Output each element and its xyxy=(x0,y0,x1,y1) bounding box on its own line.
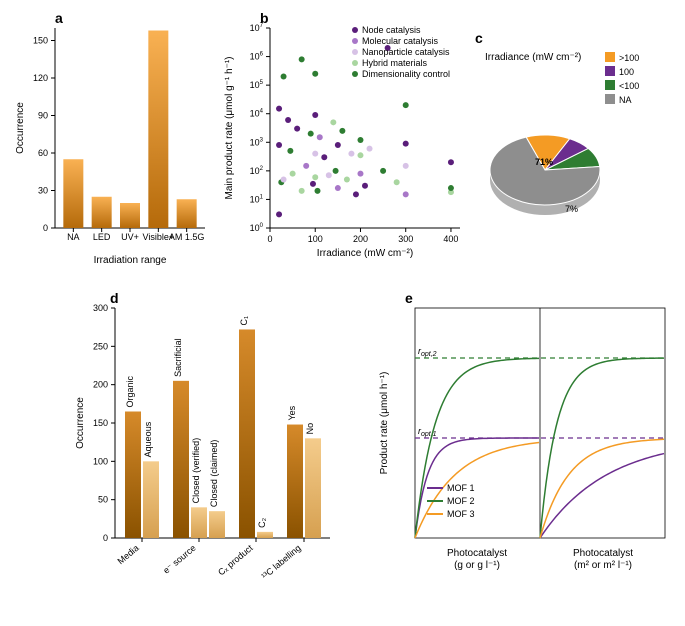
svg-text:Closed (claimed): Closed (claimed) xyxy=(209,440,219,508)
panel-a-chart: 0306090120150 Occurrence NALEDUV+Visible… xyxy=(10,10,215,270)
panel-b-label: b xyxy=(260,10,269,26)
panel-b-ylabel: Main product rate (μmol g⁻¹ h⁻¹) xyxy=(224,56,235,199)
svg-text:106: 106 xyxy=(250,52,264,62)
ropt2-label: ropt,2 xyxy=(418,346,437,358)
panel-a-yticks: 0 30 60 90 120 150 xyxy=(33,36,55,234)
svg-text:90: 90 xyxy=(38,111,48,121)
svg-text:30: 30 xyxy=(38,186,48,196)
svg-text:LED: LED xyxy=(93,232,111,242)
svg-text:Node catalysis: Node catalysis xyxy=(362,25,421,35)
panel-e-ylabel: Product rate (μmol h⁻¹) xyxy=(379,372,390,475)
svg-text:400: 400 xyxy=(443,234,458,244)
svg-text:C₁: C₁ xyxy=(239,316,249,326)
panel-d-chart: 0 50 100 150 200 250 300 Occurrence Organic Aqu… xyxy=(70,290,350,610)
panel-a-ylabel: Occurrence xyxy=(15,102,26,154)
svg-text:No: No xyxy=(305,423,315,435)
svg-text:Nanoparticle catalysis: Nanoparticle catalysis xyxy=(362,47,450,57)
svg-text:MOF 2: MOF 2 xyxy=(447,496,475,506)
svg-text:105: 105 xyxy=(250,80,264,90)
panel-c-chart: Irradiance (mW cm⁻²) >100 100 <100 NA 71% 7% xyxy=(475,10,675,270)
panel-a: a 0306090120150 Occurrence NALEDUV+Visib… xyxy=(10,10,215,270)
svg-text:Cₓ product: Cₓ product xyxy=(216,542,255,577)
svg-text:200: 200 xyxy=(353,234,368,244)
svg-text:MOF 3: MOF 3 xyxy=(447,509,475,519)
svg-text:>100: >100 xyxy=(619,53,639,63)
svg-text:60: 60 xyxy=(38,148,48,158)
svg-text:7%: 7% xyxy=(565,204,578,214)
svg-text:200: 200 xyxy=(93,380,108,390)
svg-text:100: 100 xyxy=(308,234,323,244)
svg-text:<100: <100 xyxy=(619,81,639,91)
svg-text:300: 300 xyxy=(93,303,108,313)
svg-text:Hybrid materials: Hybrid materials xyxy=(362,58,428,68)
svg-text:¹³C labelling: ¹³C labelling xyxy=(259,543,302,582)
panel-b: b 100101102103104105106107 0100200300400… xyxy=(220,10,470,270)
svg-text:MOF 1: MOF 1 xyxy=(447,483,475,493)
svg-text:100: 100 xyxy=(619,67,634,77)
panel-b-xlabel: Irradiance (mW cm⁻²) xyxy=(317,248,413,259)
svg-text:C₂: C₂ xyxy=(257,517,267,527)
svg-text:103: 103 xyxy=(250,137,264,147)
panel-d: d 0 50 100 150 200 250 300 Occurrence Organic A… xyxy=(70,290,350,610)
svg-text:101: 101 xyxy=(250,194,264,204)
panel-e: e Product rate (μmol h⁻¹) ropt,2 ropt,1 … xyxy=(370,290,675,610)
panel-c-title: Irradiance (mW cm⁻²) xyxy=(485,52,581,63)
panel-d-label: d xyxy=(110,290,119,306)
svg-text:Closed (verified): Closed (verified) xyxy=(191,438,201,504)
svg-text:NA: NA xyxy=(67,232,80,242)
svg-text:0: 0 xyxy=(43,223,48,233)
svg-text:Sacrificial: Sacrificial xyxy=(173,338,183,377)
svg-text:Organic: Organic xyxy=(125,375,135,407)
svg-text:71%: 71% xyxy=(535,157,553,167)
panel-c-label: c xyxy=(475,30,483,46)
svg-text:100: 100 xyxy=(93,456,108,466)
panel-d-ylabel: Occurrence xyxy=(75,397,86,449)
panel-b-chart: 100101102103104105106107 0100200300400 N… xyxy=(220,10,470,270)
svg-text:104: 104 xyxy=(250,109,264,119)
svg-text:UV+: UV+ xyxy=(121,232,139,242)
svg-text:Media: Media xyxy=(116,543,141,566)
svg-text:102: 102 xyxy=(250,166,264,176)
svg-text:120: 120 xyxy=(33,73,48,83)
panel-e-xlabel-right: Photocatalyst(m² or m² l⁻¹) xyxy=(573,548,633,571)
svg-text:150: 150 xyxy=(93,418,108,428)
svg-text:e⁻ source: e⁻ source xyxy=(161,543,198,576)
panel-e-xlabel-left: Photocatalyst(g or g l⁻¹) xyxy=(447,548,507,571)
svg-text:Yes: Yes xyxy=(287,405,297,420)
svg-text:0: 0 xyxy=(267,234,272,244)
svg-text:50: 50 xyxy=(98,495,108,505)
svg-text:Aqueous: Aqueous xyxy=(143,421,153,457)
figure-grid: a 0306090120150 Occurrence NALEDUV+Visib… xyxy=(10,10,675,616)
panel-a-xlabel: Irradiation range xyxy=(94,255,167,266)
svg-text:0: 0 xyxy=(103,533,108,543)
svg-text:Molecular catalysis: Molecular catalysis xyxy=(362,36,439,46)
svg-text:AM 1.5G: AM 1.5G xyxy=(169,232,205,242)
svg-text:250: 250 xyxy=(93,341,108,351)
svg-text:NA: NA xyxy=(619,95,632,105)
panel-a-label: a xyxy=(55,10,63,26)
svg-text:300: 300 xyxy=(398,234,413,244)
panel-e-label: e xyxy=(405,290,413,306)
panel-e-chart: Product rate (μmol h⁻¹) ropt,2 ropt,1 MO… xyxy=(370,290,675,610)
svg-text:Dimensionality control: Dimensionality control xyxy=(362,69,450,79)
svg-text:100: 100 xyxy=(250,223,264,233)
svg-text:150: 150 xyxy=(33,36,48,46)
panel-c: c Irradiance (mW cm⁻²) >100 100 <100 NA 71%… xyxy=(475,10,675,270)
